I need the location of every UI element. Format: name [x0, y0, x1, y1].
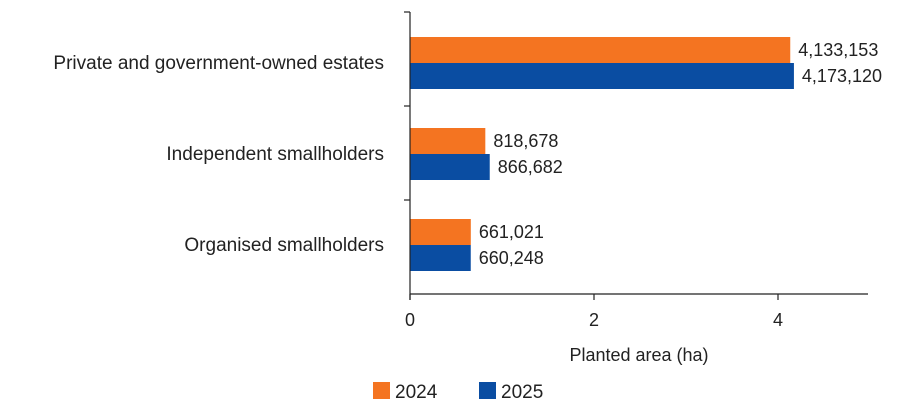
bar-2024-2 [410, 219, 471, 245]
data-label-2024-1: 818,678 [493, 131, 558, 151]
x-axis-title: Planted area (ha) [569, 345, 708, 365]
data-label-2024-0: 4,133,153 [798, 40, 878, 60]
data-label-2024-2: 661,021 [479, 222, 544, 242]
labels-layer: 4,133,153 4,173,120 Private and government… [53, 40, 882, 268]
category-label-0: Private and government-owned estates [53, 53, 384, 74]
bar-2025-0 [410, 63, 794, 89]
bar-2024-1 [410, 128, 486, 154]
bar-2025-2 [410, 245, 471, 271]
category-label-1: Independent smallholders [166, 144, 384, 165]
legend-label-2025: 2025 [501, 382, 543, 402]
x-tick-label-1: 2 [589, 310, 599, 330]
x-tick-label-0: 0 [405, 310, 415, 330]
legend: 2024 2025 [373, 382, 543, 402]
legend-swatch-2024 [373, 382, 390, 399]
legend-swatch-2025 [479, 382, 496, 399]
axes-layer: 0 2 4 [404, 11, 868, 330]
category-label-2: Organised smallholders [184, 235, 384, 256]
bar-2024-0 [410, 37, 791, 63]
data-label-2025-0: 4,173,120 [802, 66, 882, 86]
bar-2025-1 [410, 154, 490, 180]
legend-label-2024: 2024 [395, 382, 438, 402]
bars-layer [410, 37, 794, 271]
x-tick-label-2: 4 [773, 310, 783, 330]
data-label-2025-2: 660,248 [479, 248, 544, 268]
data-label-2025-1: 866,682 [498, 157, 563, 177]
